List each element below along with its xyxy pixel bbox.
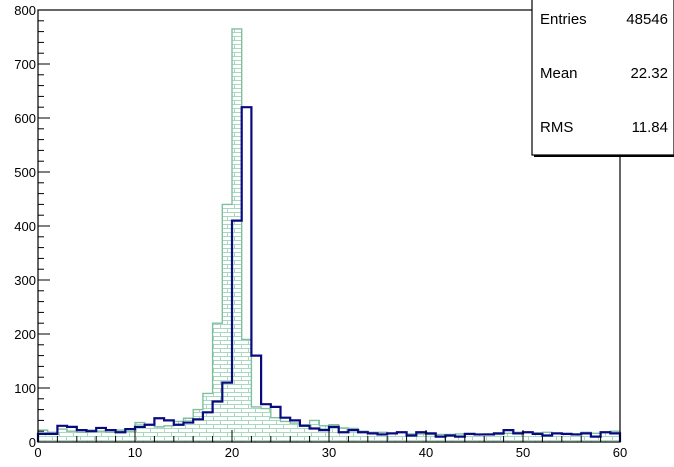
hatched-bar [183, 418, 194, 442]
hatched-bar [144, 424, 155, 442]
hatched-bar [513, 432, 523, 442]
hatched-bar [222, 204, 232, 442]
hatched-bar [523, 432, 533, 442]
hatched-bar [329, 424, 339, 442]
hatched-bar [503, 433, 514, 442]
x-tick-label: 30 [322, 445, 336, 460]
hatched-bar [416, 433, 426, 442]
hatched-bar [571, 433, 582, 442]
hatched-bar [47, 432, 58, 442]
y-tick-label: 200 [14, 327, 36, 342]
hatched-bar [435, 434, 446, 442]
stats-box: Entries 48546 Mean 22.32 RMS 11.84 [531, 0, 674, 157]
hatched-bar [387, 433, 397, 442]
hatched-bar [610, 431, 620, 442]
hatched-bar [319, 425, 329, 442]
hatched-bar [232, 28, 242, 443]
hatched-bar [86, 430, 97, 442]
hatched-bar [202, 393, 213, 442]
stats-box-frame [531, 0, 674, 156]
hatched-bar [270, 417, 281, 442]
hatched-bar [484, 433, 494, 442]
x-tick-label: 60 [613, 445, 627, 460]
hatched-bar [426, 434, 436, 442]
stats-value: 22.32 [630, 65, 668, 82]
y-tick-label: 400 [14, 219, 36, 234]
y-tick-label: 300 [14, 273, 36, 288]
hatched-bar [261, 408, 271, 442]
hatched-bar [377, 432, 388, 442]
x-tick-label: 10 [128, 445, 142, 460]
stats-value: 48546 [626, 11, 668, 28]
stats-label: Entries [540, 11, 587, 28]
hatched-bar [542, 432, 553, 442]
hatched-bar [406, 433, 417, 442]
hatched-bar [96, 431, 106, 442]
hatched-bar [396, 432, 407, 442]
hatched-bar [532, 432, 543, 442]
y-tick-label: 600 [14, 111, 36, 126]
hatched-bar [115, 430, 126, 442]
hatched-bar [552, 433, 562, 442]
stats-label: RMS [540, 119, 573, 136]
hatched-bar [299, 424, 310, 442]
plot-area [36, 28, 622, 443]
hatched-bar [135, 422, 145, 442]
hatched-bar [338, 427, 349, 442]
hatched-bar [67, 431, 77, 442]
hatched-bar [445, 434, 456, 442]
stats-label: Mean [540, 65, 578, 82]
hatched-bar [76, 432, 87, 442]
series-line [36, 106, 622, 442]
y-tick-label: 0 [29, 435, 36, 450]
x-tick-label: 50 [516, 445, 530, 460]
hatched-bar [600, 432, 611, 442]
x-tick-label: 40 [419, 445, 433, 460]
hatched-bar [251, 406, 262, 442]
hatched-bar [173, 421, 184, 442]
hatched-bar [212, 323, 223, 442]
x-tick-label: 0 [34, 445, 41, 460]
hatched-bar [581, 432, 591, 442]
hatched-bar [38, 430, 48, 442]
y-tick-label: 100 [14, 381, 36, 396]
hatched-bar [290, 423, 300, 442]
hatched-bar [367, 432, 378, 442]
hatched-bar [309, 420, 320, 442]
hatched-bar [474, 434, 485, 442]
hatched-bar [348, 428, 359, 442]
x-tick-label: 20 [225, 445, 239, 460]
hatched-bar [493, 434, 504, 442]
hatched-bar [154, 426, 165, 442]
hatched-bar [105, 432, 116, 442]
hatched-bar [455, 433, 465, 442]
hatched-bar [241, 339, 252, 442]
hatched-bar [561, 433, 572, 442]
hatched-bar [164, 425, 174, 442]
hatched-bar [464, 433, 475, 442]
hatched-bar [125, 431, 135, 442]
hatched-bar [358, 431, 368, 442]
y-tick-label: 800 [14, 3, 36, 18]
y-tick-label: 700 [14, 57, 36, 72]
hatched-bar [280, 421, 291, 442]
hatched-bar [193, 409, 203, 442]
y-tick-label: 500 [14, 165, 36, 180]
stats-value: 11.84 [632, 119, 668, 136]
hatched-bar [57, 429, 68, 442]
